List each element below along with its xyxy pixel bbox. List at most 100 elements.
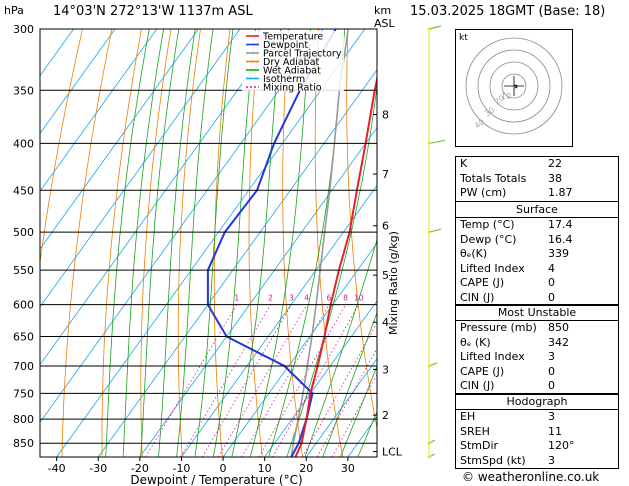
hodograph-table: Hodograph EH 3 SREH 11 StmDir 120° StmSpd (…: [455, 393, 619, 469]
index-label: Totals Totals: [460, 171, 527, 185]
isotherm-line: [431, 29, 450, 457]
x-tick-label: 0: [220, 462, 227, 475]
wind-barb-dot: [427, 230, 431, 234]
dry-adiabat-line: [407, 29, 450, 457]
mixing-ratio-line: [201, 304, 292, 457]
isotherm-line: [305, 358, 377, 457]
hodograph-unit-label: kt: [459, 33, 468, 43]
pressure-tick-label: 300: [13, 23, 34, 36]
index-value: 1.87: [548, 186, 573, 199]
surface-value: 4: [548, 261, 555, 275]
pressure-tick-label: 700: [13, 360, 34, 373]
dry-adiabat-line: [314, 29, 344, 457]
mixing-ratio-label: 8: [343, 294, 348, 303]
x-tick-label: -20: [131, 462, 149, 475]
mixing-ratio-line: [272, 304, 359, 457]
wet-adiabat-line: [105, 29, 150, 457]
mixing-ratio-line: [241, 304, 330, 457]
isotherm-line: [40, 29, 282, 366]
km-tick-label: 2: [382, 409, 389, 422]
surface-title: Surface: [456, 202, 618, 218]
km-tick-label: 8: [382, 109, 389, 122]
dry-adiabat-line: [177, 29, 201, 457]
surface-label: Temp (°C): [460, 218, 515, 231]
pressure-tick-label: 750: [13, 387, 34, 400]
isotherm-line: [56, 29, 366, 457]
pressure-tick-label: 600: [13, 299, 34, 312]
isotherm-line: [40, 29, 116, 135]
km-tick-label: LCL: [382, 446, 403, 459]
x-tick-label: -30: [89, 462, 107, 475]
km-tick-label: 7: [382, 168, 389, 181]
x-tick-label: -10: [172, 462, 190, 475]
wet-adiabat-line: [322, 311, 377, 457]
legend-entry: Mixing Ratio: [263, 83, 322, 94]
pressure-tick-label: 350: [13, 84, 34, 97]
wind-barb: [428, 228, 442, 233]
plot-frame: [39, 28, 378, 458]
wind-barb-dot: [427, 141, 431, 145]
surface-value: 0: [548, 290, 555, 304]
isotherm-line: [40, 29, 241, 308]
km-tick-label: 4: [382, 316, 389, 329]
dry-adiabat-line: [346, 29, 377, 430]
isotherm-line: [222, 242, 377, 457]
indices-table: K 22 Totals Totals 38 PW (cm) 1.87: [455, 156, 619, 202]
x-tick-label: 10: [258, 462, 272, 475]
legend-entry: Isotherm: [263, 74, 305, 85]
mixing-ratio-label: 25: [411, 294, 421, 303]
wet-adiabat-line: [357, 410, 377, 457]
surface-label: CAPE (J): [460, 276, 505, 289]
mixing-ratio-label: 4: [304, 294, 309, 303]
mu-label: CAPE (J): [460, 364, 505, 378]
dry-adiabat-line: [101, 29, 142, 457]
pressure-tick-label: 800: [13, 413, 34, 426]
hodograph-trace: [513, 84, 518, 89]
legend-entry: Dry Adiabat: [263, 57, 320, 68]
most-unstable-title: Most Unstable: [456, 305, 618, 321]
mu-label: Lifted Index: [460, 350, 525, 363]
km-asl-label: km: [374, 4, 391, 17]
wet-adiabat-line: [249, 29, 311, 457]
dry-adiabat-line: [140, 29, 172, 457]
wind-barb: [428, 25, 442, 30]
pressure-tick-label: 400: [13, 137, 34, 150]
mu-label: θₑ (K): [460, 335, 491, 349]
hodo-label: StmSpd (kt): [460, 453, 526, 467]
chart-datetime: 15.03.2025 18GMT (Base: 18): [410, 4, 606, 19]
index-label: K: [460, 157, 468, 170]
dry-adiabat-line: [282, 29, 303, 457]
surface-value: 339: [548, 247, 569, 260]
index-value: 22: [548, 157, 562, 170]
legend-entry: Dewpoint: [263, 40, 308, 51]
surface-value: 17.4: [548, 218, 573, 231]
surface-label: Lifted Index: [460, 261, 525, 275]
mixing-ratio-line: [258, 304, 346, 457]
wind-barb-dot: [427, 27, 431, 31]
mixing-ratio-line: [302, 322, 377, 457]
mixing-ratio-line: [145, 304, 238, 457]
legend-entry: Wet Adiabat: [263, 66, 321, 77]
surface-table: Surface Temp (°C) 17.4 Dewp (°C) 16.4 θₑ(K…: [455, 201, 619, 306]
x-tick-label: -40: [48, 462, 66, 475]
mixing-ratio-line: [316, 347, 377, 457]
pressure-tick-label: 450: [13, 184, 34, 197]
dry-adiabat-line: [376, 29, 377, 79]
mu-label: Pressure (mb): [460, 321, 537, 334]
mixing-ratio-label: 1: [234, 294, 239, 303]
mixing-ratio-line: [180, 304, 271, 457]
pressure-tick-label: 850: [13, 437, 34, 450]
hodo-label: EH: [460, 410, 476, 423]
wet-adiabat-line: [140, 29, 180, 457]
surface-label: Dewp (°C): [460, 232, 517, 246]
pressure-tick-label: 500: [13, 226, 34, 239]
surface-value: 0: [548, 276, 555, 289]
wind-barb-dot: [427, 364, 431, 368]
wind-profile: [427, 25, 446, 459]
dry-adiabat-line: [248, 29, 263, 457]
skewt-chart: 1 2 3 4 6 8 10 16 20 2530035040045050055060065070…: [4, 4, 450, 486]
pressure-tick-label: 550: [13, 264, 34, 277]
isotherm-line: [40, 29, 158, 192]
x-tick-label: 20: [299, 462, 313, 475]
isotherm-line: [40, 29, 74, 77]
